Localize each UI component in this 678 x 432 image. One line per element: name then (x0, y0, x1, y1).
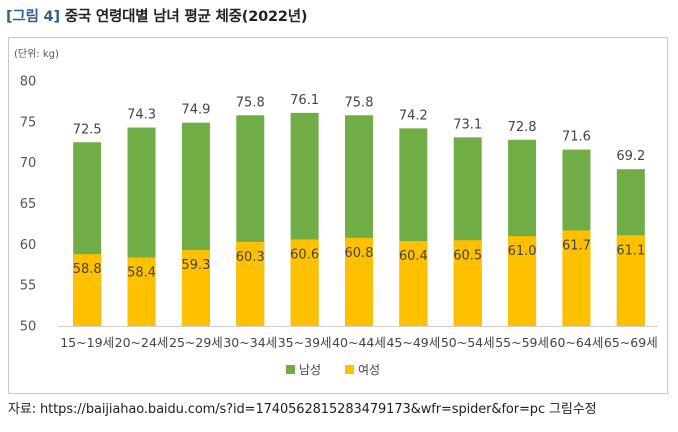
bar-female (127, 257, 156, 326)
data-label-male: 71.6 (562, 130, 591, 145)
data-label-female: 59.3 (181, 258, 210, 273)
bar-female (290, 239, 319, 326)
x-tick-label: 35~39세 (278, 335, 332, 350)
data-label-female: 61.1 (616, 243, 645, 258)
data-label-male: 75.8 (236, 95, 265, 110)
figure-title: [그림 4] 중국 연령대별 남녀 평균 체중(2022년) (6, 5, 308, 26)
bar-female (508, 236, 537, 326)
data-label-female: 61.0 (508, 244, 537, 259)
x-tick-label: 20~24세 (115, 335, 169, 350)
data-label-female: 58.8 (73, 262, 102, 277)
bar-female (616, 235, 645, 326)
x-tick-label: 15~19세 (60, 335, 114, 350)
y-tick-label: 50 (20, 320, 37, 335)
legend-swatch-female (345, 365, 354, 374)
figure-label: [그림 4] (6, 9, 60, 25)
x-axis: 15~19세 20~24세 25~29세 30~34세 35~39세 40~44세 45~4… (60, 335, 657, 350)
legend: 남성 여성 (286, 363, 380, 377)
data-label-male: 76.1 (290, 93, 319, 108)
x-tick-label: 40~44세 (332, 335, 386, 350)
bar-female (399, 241, 428, 326)
data-label-male: 73.1 (453, 117, 482, 132)
x-tick-label: 30~34세 (223, 335, 277, 350)
bar-female (181, 250, 210, 326)
data-label-male: 74.3 (127, 108, 156, 123)
data-label-male: 75.8 (345, 95, 374, 110)
bar-female (73, 254, 102, 326)
y-tick-label: 70 (20, 156, 37, 171)
data-label-female: 61.7 (562, 238, 591, 253)
bar-chart: (단위: kg) 50 55 60 65 70 75 80 72.5 58.8 74.3 58.4… (14, 47, 658, 377)
unit-label: (단위: kg) (14, 47, 59, 60)
data-label-male: 74.2 (399, 108, 428, 123)
data-label-female: 60.3 (236, 250, 265, 265)
figure-title-text: 중국 연령대별 남녀 평균 체중(2022년) (64, 9, 308, 25)
data-label-female: 60.4 (399, 249, 428, 264)
y-tick-label: 55 (20, 279, 37, 294)
data-label-female: 60.8 (345, 246, 374, 261)
bar-series: 72.5 58.8 74.3 58.4 74.9 59.3 75.8 60.3 76.1 60.6… (73, 93, 645, 327)
data-label-female: 60.6 (290, 247, 319, 262)
legend-label-female: 여성 (358, 363, 380, 377)
legend-label-male: 남성 (299, 363, 321, 377)
x-tick-label: 45~49세 (386, 335, 440, 350)
data-label-male: 74.9 (181, 103, 210, 118)
x-tick-label: 65~69세 (604, 335, 658, 350)
legend-swatch-male (286, 365, 295, 374)
source-note: 자료: https://baijiahao.baidu.com/s?id=174… (8, 402, 597, 417)
x-tick-label: 25~29세 (169, 335, 223, 350)
data-label-male: 72.5 (73, 122, 102, 137)
y-axis: 50 55 60 65 70 75 80 (20, 75, 37, 335)
data-label-male: 69.2 (616, 149, 645, 164)
y-tick-label: 65 (20, 197, 37, 212)
x-tick-label: 55~59세 (495, 335, 549, 350)
data-label-female: 60.5 (453, 248, 482, 263)
data-label-female: 58.4 (127, 265, 156, 280)
chart-frame (8, 37, 668, 394)
bar-female (236, 241, 265, 326)
bar-female (453, 240, 482, 326)
x-tick-label: 50~54세 (441, 335, 495, 350)
bar-female (345, 237, 373, 326)
y-tick-label: 80 (20, 75, 37, 90)
bar-female (562, 230, 591, 326)
y-tick-label: 60 (20, 238, 37, 253)
y-tick-label: 75 (20, 115, 37, 130)
x-tick-label: 60~64세 (550, 335, 604, 350)
data-label-male: 72.8 (508, 120, 537, 135)
